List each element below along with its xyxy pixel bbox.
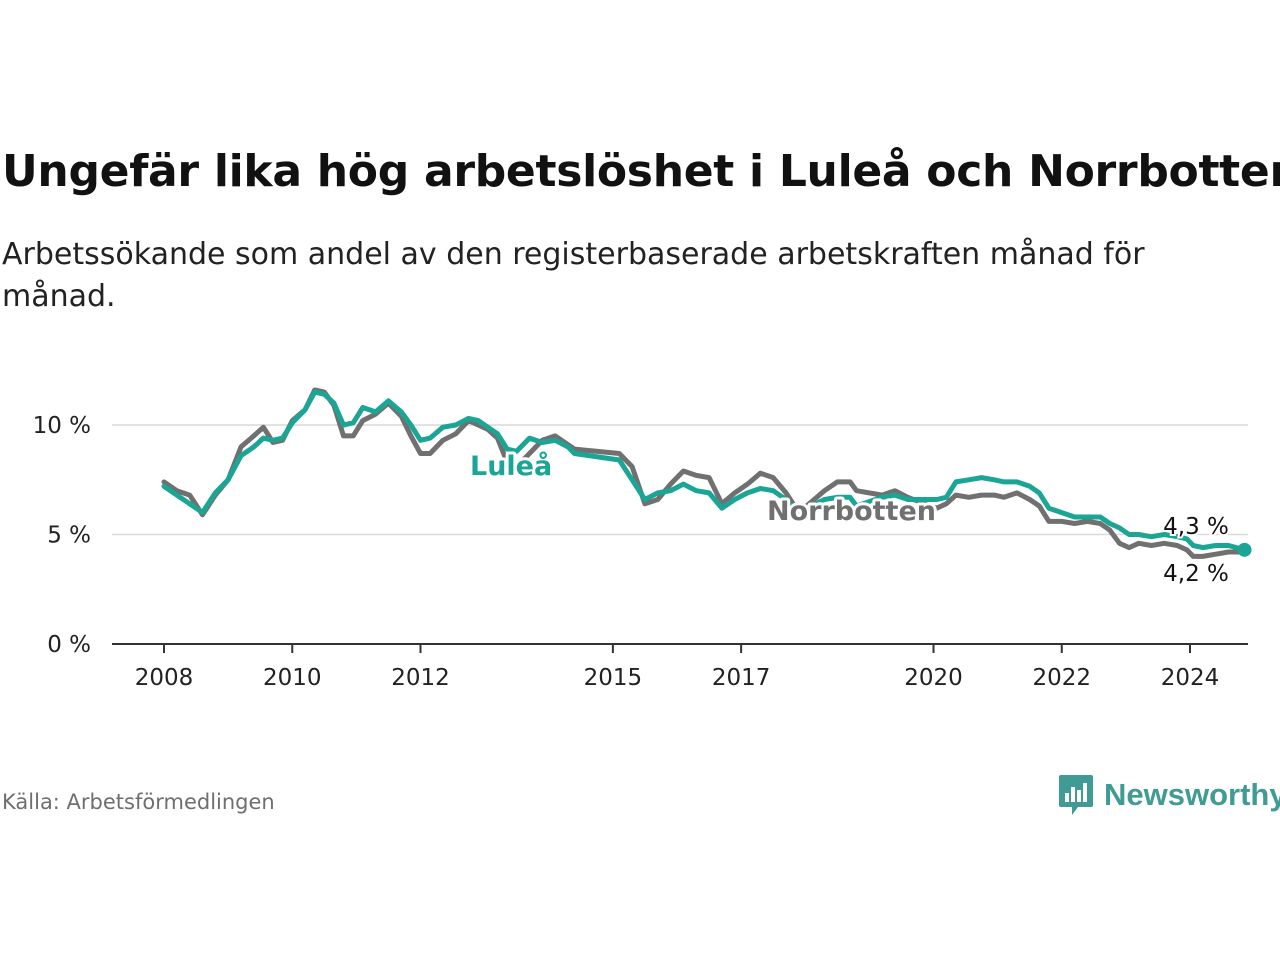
series-end-marker-lulea [1237,542,1252,557]
y-axis-ticks: 0 % 5 % 10 % [33,413,91,658]
end-value-label-lulea: 4,3 % [1163,514,1229,540]
x-tick-label: 2022 [1032,665,1091,691]
x-tick-label: 2024 [1161,665,1220,691]
series-labels: Luleå Norrbotten 4,3 % 4,2 % [467,447,1231,589]
brand-name: Newsworthy [1104,777,1280,812]
chart-title: Ungefär lika hög arbetslöshet i Luleå oc… [2,146,1280,197]
y-tick-label: 0 % [47,632,91,658]
series-label-norrbotten: Norrbotten [767,496,936,527]
grid-lines [112,424,1248,645]
x-tick-label: 2008 [135,665,194,691]
x-tick-label: 2015 [584,665,643,691]
series-label-lulea: Luleå [470,450,552,482]
y-tick-label: 5 % [47,523,91,549]
brand-logo[interactable]: Newsworthy [1058,773,1280,817]
end-value-label-norrbotten: 4,2 % [1163,561,1229,587]
y-tick-label: 10 % [33,413,91,439]
x-axis-ticks: 2008 2010 2012 2015 2017 2020 2022 2024 [135,644,1220,691]
series-lines [161,387,1252,559]
source-note: Källa: Arbetsförmedlingen [2,790,275,814]
chart-subtitle: Arbetssökande som andel av den registerb… [2,237,1145,314]
x-tick-label: 2020 [904,665,963,691]
series-line-norrbotten [161,387,1247,559]
x-tick-label: 2017 [712,665,771,691]
x-tick-label: 2010 [263,665,322,691]
series-line-lule- [161,389,1247,553]
newsworthy-logo-icon [1059,775,1093,815]
x-tick-label: 2012 [391,665,450,691]
